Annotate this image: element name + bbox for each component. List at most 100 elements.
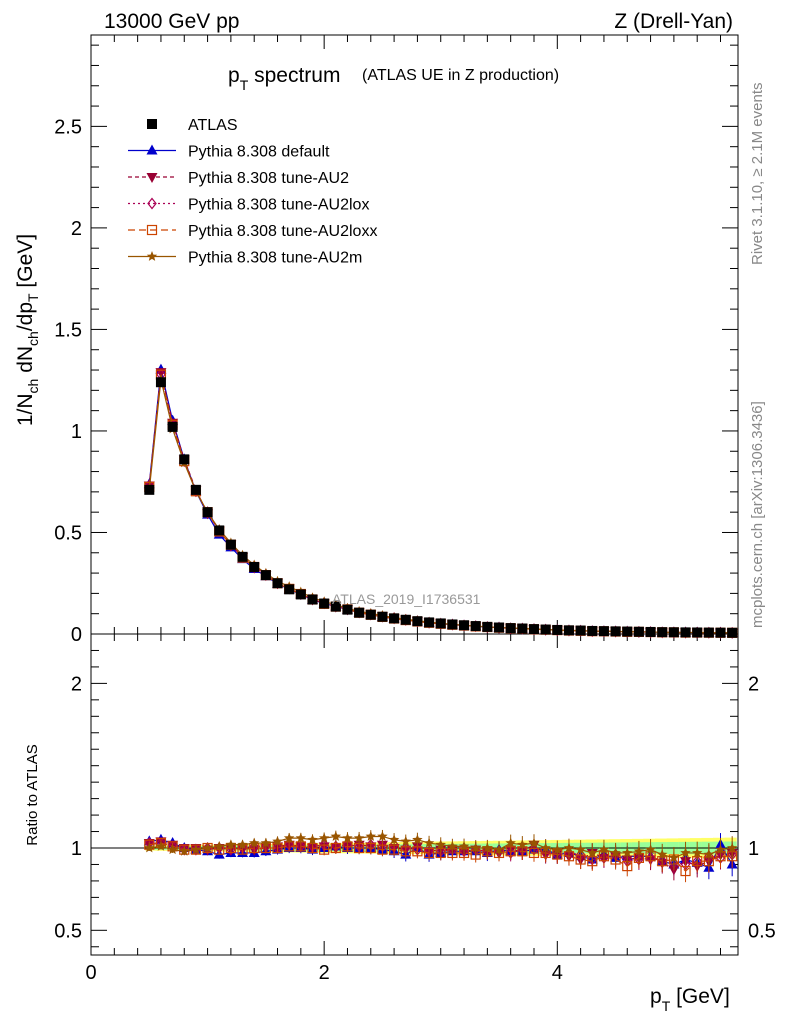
y-tick-label: 2.5 (54, 116, 82, 138)
point-data (400, 614, 411, 625)
ratio-point-AU2m (622, 847, 633, 858)
ratio-point-AU2m (330, 831, 341, 841)
point-data (645, 626, 656, 637)
point-data (528, 624, 539, 635)
ratio-y-tick-label: 1 (71, 838, 82, 860)
y-tick-label: 1.5 (54, 319, 82, 341)
point-data (214, 525, 225, 536)
point-data (167, 421, 178, 432)
ratio-point-AU2m (458, 840, 470, 851)
legend: ATLAS Pythia 8.308 default Pythia 8.308 tu… (128, 117, 377, 267)
point-data (680, 627, 691, 638)
point-data (598, 626, 609, 637)
ratio-point-AU2m (365, 831, 376, 841)
ratio-point-AU2m (353, 832, 365, 843)
ratio-point-AU2m (517, 839, 528, 850)
ratio-line-AU2loxx (149, 842, 733, 872)
legend-entry-data: ATLAS (188, 117, 238, 134)
mcplots-label: mcplots.cern.ch [arXiv:1306.3436] (749, 401, 766, 628)
ratio-y-tick-label-right: 0.5 (748, 920, 776, 942)
point-data (668, 627, 679, 638)
ratio-point-AU2m (202, 842, 213, 853)
point-data (284, 584, 295, 595)
ratio-point-AU2m (610, 847, 621, 858)
x-tick-label: 2 (319, 962, 330, 984)
ratio-point-AU2m (388, 834, 400, 845)
ratio-y-tick-label: 0.5 (54, 920, 82, 942)
ratio-point-AU2m (190, 844, 202, 855)
ratio-point-AU2m (528, 837, 540, 848)
point-data (540, 624, 551, 635)
ratio-point-AU2m (318, 832, 330, 843)
ratio-point-AU2m (225, 839, 237, 850)
ratio-point-AU2m (342, 832, 353, 843)
ratio-point-AU2m (668, 852, 680, 863)
main-series (143, 363, 738, 639)
legend-marker-AU2loxx (146, 224, 158, 236)
ratio-point-AU2m (482, 842, 493, 853)
y-tick-label: 0 (71, 624, 82, 646)
point-data (249, 561, 260, 572)
ratio-point-AU2m (377, 831, 388, 841)
ratio-point-AU2m (167, 844, 178, 855)
point-data (633, 626, 644, 637)
point-data (424, 617, 435, 628)
ylabel-ratio: Ratio to ATLAS (24, 744, 41, 845)
ratio-point-AU2m (400, 835, 411, 846)
ratio-point-AU2m (144, 842, 155, 853)
point-data (307, 594, 318, 605)
legend-entry-AU2lox: Pythia 8.308 tune-AU2lox (188, 197, 369, 214)
ratio-y-tick-label: 2 (71, 673, 82, 695)
ratio-point-AU2m (633, 845, 645, 856)
ratio-point-AU2m (552, 844, 563, 855)
ratio-point-AU2loxx (377, 844, 388, 855)
ylabel-main-text: 1/N (14, 393, 37, 426)
point-data (447, 619, 458, 630)
ratio-point-AU2m (155, 840, 167, 851)
ratio-point-AU2m (598, 844, 610, 855)
point-data (435, 618, 446, 629)
plot-subtitle: (ATLAS UE in Z production) (362, 67, 559, 84)
ylabel-main: 1/Nch dNch/dpT [GeV] (14, 234, 41, 426)
point-data (517, 623, 528, 634)
plot-title: pT spectrum (228, 64, 340, 93)
legend-entry-AU2m: Pythia 8.308 tune-AU2m (188, 250, 362, 267)
ratio-point-AU2m (283, 832, 295, 843)
point-data (295, 589, 306, 600)
point-data (610, 626, 621, 637)
ratio-point-AU2loxx (365, 842, 376, 854)
point-data (389, 613, 400, 624)
ratio-point-AU2m (214, 840, 225, 851)
ratio-point-AU2m (237, 839, 248, 850)
point-data (552, 624, 563, 635)
header-right: Z (Drell-Yan) (614, 10, 733, 33)
point-data (202, 507, 213, 518)
point-data (482, 621, 493, 632)
point-data (330, 601, 341, 612)
tick-labels: 0 2 400.511.522.50.5 0.51 12 2 (54, 116, 776, 984)
ratio-point-AU2m (260, 837, 272, 848)
title-main-rest: spectrum (248, 64, 340, 87)
point-data (365, 609, 376, 620)
point-data (622, 626, 633, 637)
legend-entry-default: Pythia 8.308 default (188, 144, 330, 161)
x-tick-label: 0 (85, 962, 96, 984)
point-data (260, 570, 271, 581)
ratio-y-tick-label-right: 1 (748, 838, 759, 860)
point-data (354, 607, 365, 618)
point-data (155, 377, 166, 388)
ratio-point-AU2m (412, 834, 423, 845)
point-data (319, 598, 330, 609)
point-data (505, 623, 516, 634)
point-data (494, 622, 505, 633)
point-data (657, 627, 668, 638)
ratio-point-AU2m (680, 847, 691, 858)
ratio-point-AU2m (179, 845, 190, 856)
point-data (587, 625, 598, 636)
legend-marker-data (147, 119, 157, 129)
legend-entry-AU2loxx: Pythia 8.308 tune-AU2loxx (188, 223, 377, 240)
legend-marker-AU2lox (147, 197, 157, 210)
legend-marker-AU2m (146, 251, 158, 261)
ratio-point-AU2m (423, 837, 435, 848)
